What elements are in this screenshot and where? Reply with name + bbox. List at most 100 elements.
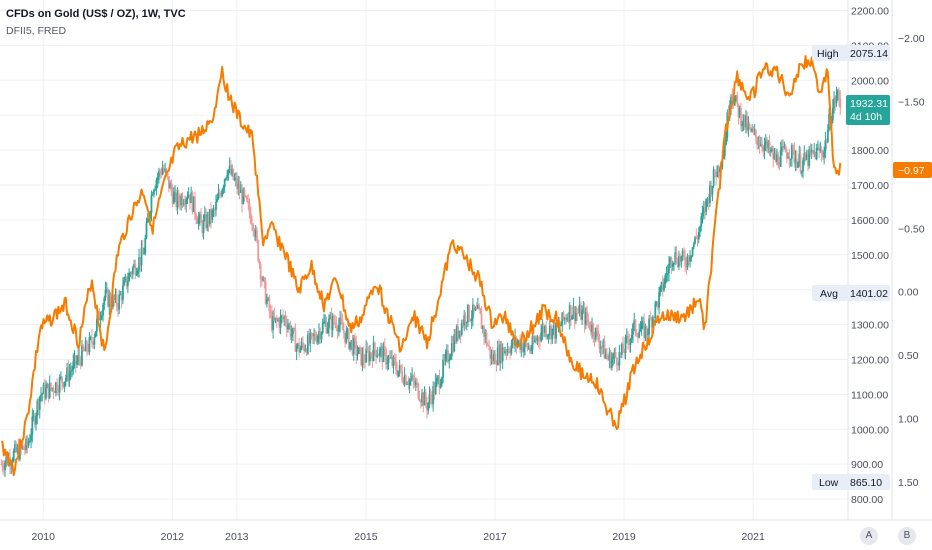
candle-body <box>361 353 364 366</box>
candle-body <box>43 384 46 399</box>
low-value: 865.10 <box>850 477 882 489</box>
auto-scale-button[interactable]: A <box>860 527 878 545</box>
candle-body <box>463 315 466 326</box>
candle-body <box>674 252 677 263</box>
candle-body <box>221 189 224 197</box>
candle-body <box>808 148 811 166</box>
yield-tick-label: 0.00 <box>898 287 919 299</box>
candle-body <box>525 340 528 344</box>
candle-body <box>414 382 417 385</box>
candle-body <box>490 355 493 359</box>
candle-body <box>167 176 170 189</box>
candle-body <box>534 339 536 343</box>
candle-body <box>516 342 519 346</box>
candle-body <box>732 101 735 106</box>
candle-body <box>141 247 144 255</box>
candle-body <box>608 352 611 361</box>
candle-body <box>73 355 76 362</box>
candle-body <box>815 148 818 160</box>
candle-body <box>748 124 751 128</box>
candle-body <box>697 231 700 240</box>
yield-tick-label: −1.50 <box>898 96 925 108</box>
candle-body <box>450 343 453 357</box>
candle-body <box>604 353 607 359</box>
candle-body <box>16 446 19 452</box>
candle-body <box>448 359 451 362</box>
low-label: Low <box>819 477 839 489</box>
candle-body <box>179 201 181 206</box>
candle-body <box>181 196 184 205</box>
candle-body <box>59 376 62 378</box>
time-axis[interactable]: 2010 2012 2013 2015 2017 2019 2021 <box>32 531 765 543</box>
candle-body <box>763 144 766 151</box>
candle-body <box>5 457 8 463</box>
candle-body <box>610 358 613 368</box>
avg-value: 1401.02 <box>850 288 888 300</box>
candle-body <box>807 153 809 166</box>
candle-body <box>699 226 701 232</box>
candle-body <box>265 299 268 304</box>
candle-body <box>241 189 243 204</box>
candle-body <box>747 124 750 131</box>
time-tick-label: 2013 <box>225 531 249 543</box>
candle-body <box>596 327 598 331</box>
candle-body <box>25 438 28 450</box>
candle-body <box>211 210 214 220</box>
candle-body <box>535 339 538 341</box>
candle-body <box>483 326 485 337</box>
candle-body <box>262 277 265 281</box>
candle-body <box>119 294 122 296</box>
candle-body <box>798 153 801 163</box>
candle-body <box>630 334 633 340</box>
candle-body <box>109 294 112 305</box>
candle-body <box>340 317 343 323</box>
candle-body <box>419 400 422 402</box>
candle-body <box>427 402 430 411</box>
candle-body <box>690 255 693 258</box>
candle-body <box>76 360 78 365</box>
candle-body <box>365 348 368 363</box>
candle-body <box>354 338 356 342</box>
candle-body <box>278 320 281 328</box>
candle-body <box>819 149 822 152</box>
candle-body <box>809 148 812 153</box>
candle-body <box>475 308 478 309</box>
candle-body <box>511 338 514 346</box>
candle-body <box>216 198 219 202</box>
candle-body <box>437 376 440 379</box>
price-tick-label: 1700.00 <box>851 180 889 192</box>
candle-body <box>238 183 241 193</box>
candle-body <box>447 350 449 362</box>
candle-body <box>653 317 655 318</box>
candle-body <box>642 321 644 323</box>
candle-body <box>124 276 127 281</box>
candle-body <box>733 99 736 106</box>
high-badge: High 2075.14 <box>812 45 890 61</box>
candle-body <box>639 329 642 332</box>
candle-body <box>562 312 565 320</box>
candle-body <box>68 371 71 381</box>
candle-body <box>233 178 236 180</box>
candle-body <box>51 388 54 389</box>
candle-body <box>393 357 396 362</box>
candle-body <box>547 334 550 336</box>
candle-body <box>84 341 87 352</box>
candle-body <box>72 361 75 371</box>
yield-axis[interactable]: −2.00−1.50−1.00−0.500.000.501.001.50 <box>898 33 925 489</box>
candle-body <box>471 304 474 319</box>
b-scale-button[interactable]: B <box>898 527 916 545</box>
candle-body <box>372 342 375 361</box>
price-axis[interactable]: 800.00 900.00 1000.00 1100.00 1200.00 1300.00… <box>851 5 889 506</box>
candle-body <box>823 151 826 158</box>
candle-body <box>501 347 504 362</box>
candle-body <box>485 332 488 345</box>
candle-body <box>465 322 468 323</box>
candle-body <box>267 298 270 300</box>
candle-body <box>623 352 626 354</box>
candle-body <box>442 359 445 378</box>
candle-body <box>155 180 158 189</box>
candle-body <box>594 327 597 340</box>
candle-body <box>486 344 489 346</box>
candle-body <box>521 343 524 352</box>
